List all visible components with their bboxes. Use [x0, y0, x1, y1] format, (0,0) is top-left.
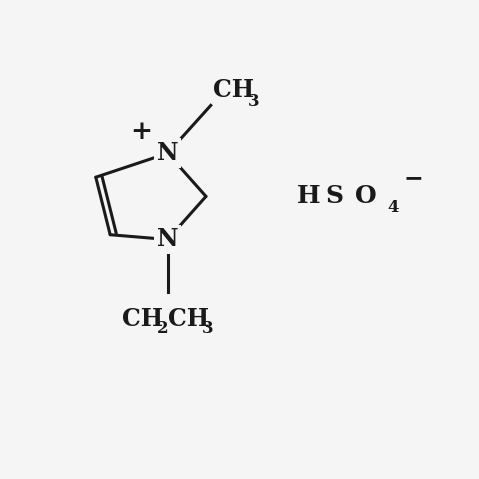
Text: CH: CH [122, 307, 163, 331]
Text: 3: 3 [248, 93, 259, 110]
Text: N: N [157, 228, 179, 251]
Text: CH: CH [213, 78, 254, 102]
Text: CH: CH [168, 307, 209, 331]
Text: S: S [326, 184, 344, 208]
Text: −: − [403, 166, 423, 190]
Text: O: O [355, 184, 377, 208]
Text: 3: 3 [202, 319, 214, 337]
Text: H: H [297, 184, 320, 208]
Text: 2: 2 [157, 319, 168, 337]
Text: N: N [157, 141, 179, 165]
Text: 4: 4 [387, 199, 399, 217]
Text: +: + [130, 119, 152, 144]
